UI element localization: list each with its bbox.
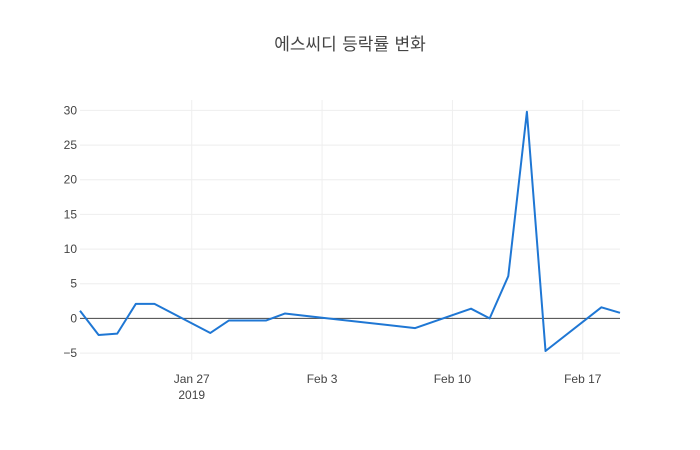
x-tick-label: Feb 3 — [307, 372, 338, 386]
grid-layer — [80, 100, 620, 360]
y-tick-label: −5 — [63, 346, 77, 360]
y-axis-ticks: −5 0 5 10 15 20 25 30 — [63, 103, 77, 360]
x-tick-label: Jan 27 — [174, 372, 210, 386]
x-tick-label: Feb 10 — [434, 372, 472, 386]
series-layer — [79, 110, 621, 352]
x-tick-sublabel: 2019 — [178, 388, 205, 402]
y-tick-label: 30 — [64, 103, 78, 117]
x-axis-ticks: Jan 27 2019 Feb 3 Feb 10 Feb 17 — [174, 372, 602, 402]
series-line — [79, 110, 621, 352]
y-tick-label: 20 — [64, 173, 78, 187]
y-tick-label: 10 — [64, 242, 78, 256]
y-tick-label: 25 — [64, 138, 78, 152]
chart-title: 에스씨디 등락률 변화 — [274, 35, 426, 55]
y-tick-label: 15 — [64, 207, 78, 221]
y-tick-label: 5 — [70, 277, 77, 291]
y-tick-label: 0 — [70, 311, 77, 325]
x-tick-label: Feb 17 — [564, 372, 602, 386]
